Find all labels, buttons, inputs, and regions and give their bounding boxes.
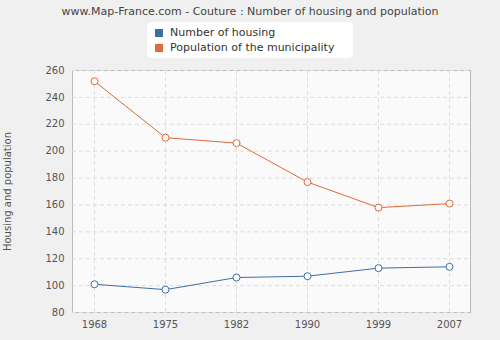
svg-text:200: 200	[45, 145, 64, 156]
svg-text:240: 240	[45, 92, 64, 103]
svg-text:1975: 1975	[153, 319, 178, 330]
svg-text:1968: 1968	[82, 319, 107, 330]
svg-text:140: 140	[45, 226, 64, 237]
svg-text:120: 120	[45, 253, 64, 264]
svg-text:100: 100	[45, 280, 64, 291]
svg-text:80: 80	[52, 307, 65, 318]
svg-text:160: 160	[45, 199, 64, 210]
html-text:www.Map-France.com - Couture :: www.Map-France.com - Couture : Number of…	[61, 5, 439, 18]
svg-text:1982: 1982	[224, 319, 249, 330]
svg-text:1990: 1990	[295, 319, 320, 330]
svg-text:220: 220	[45, 118, 64, 129]
svg-text:Housing and population: Housing and population	[2, 132, 13, 251]
html-text:Population of the municipality: Population of the municipality	[170, 41, 335, 54]
html-text:Number of housing: Number of housing	[170, 26, 276, 39]
svg-text:2007: 2007	[437, 319, 462, 330]
svg-text:180: 180	[45, 172, 64, 183]
svg-text:1999: 1999	[366, 319, 391, 330]
svg-text:260: 260	[45, 65, 64, 76]
